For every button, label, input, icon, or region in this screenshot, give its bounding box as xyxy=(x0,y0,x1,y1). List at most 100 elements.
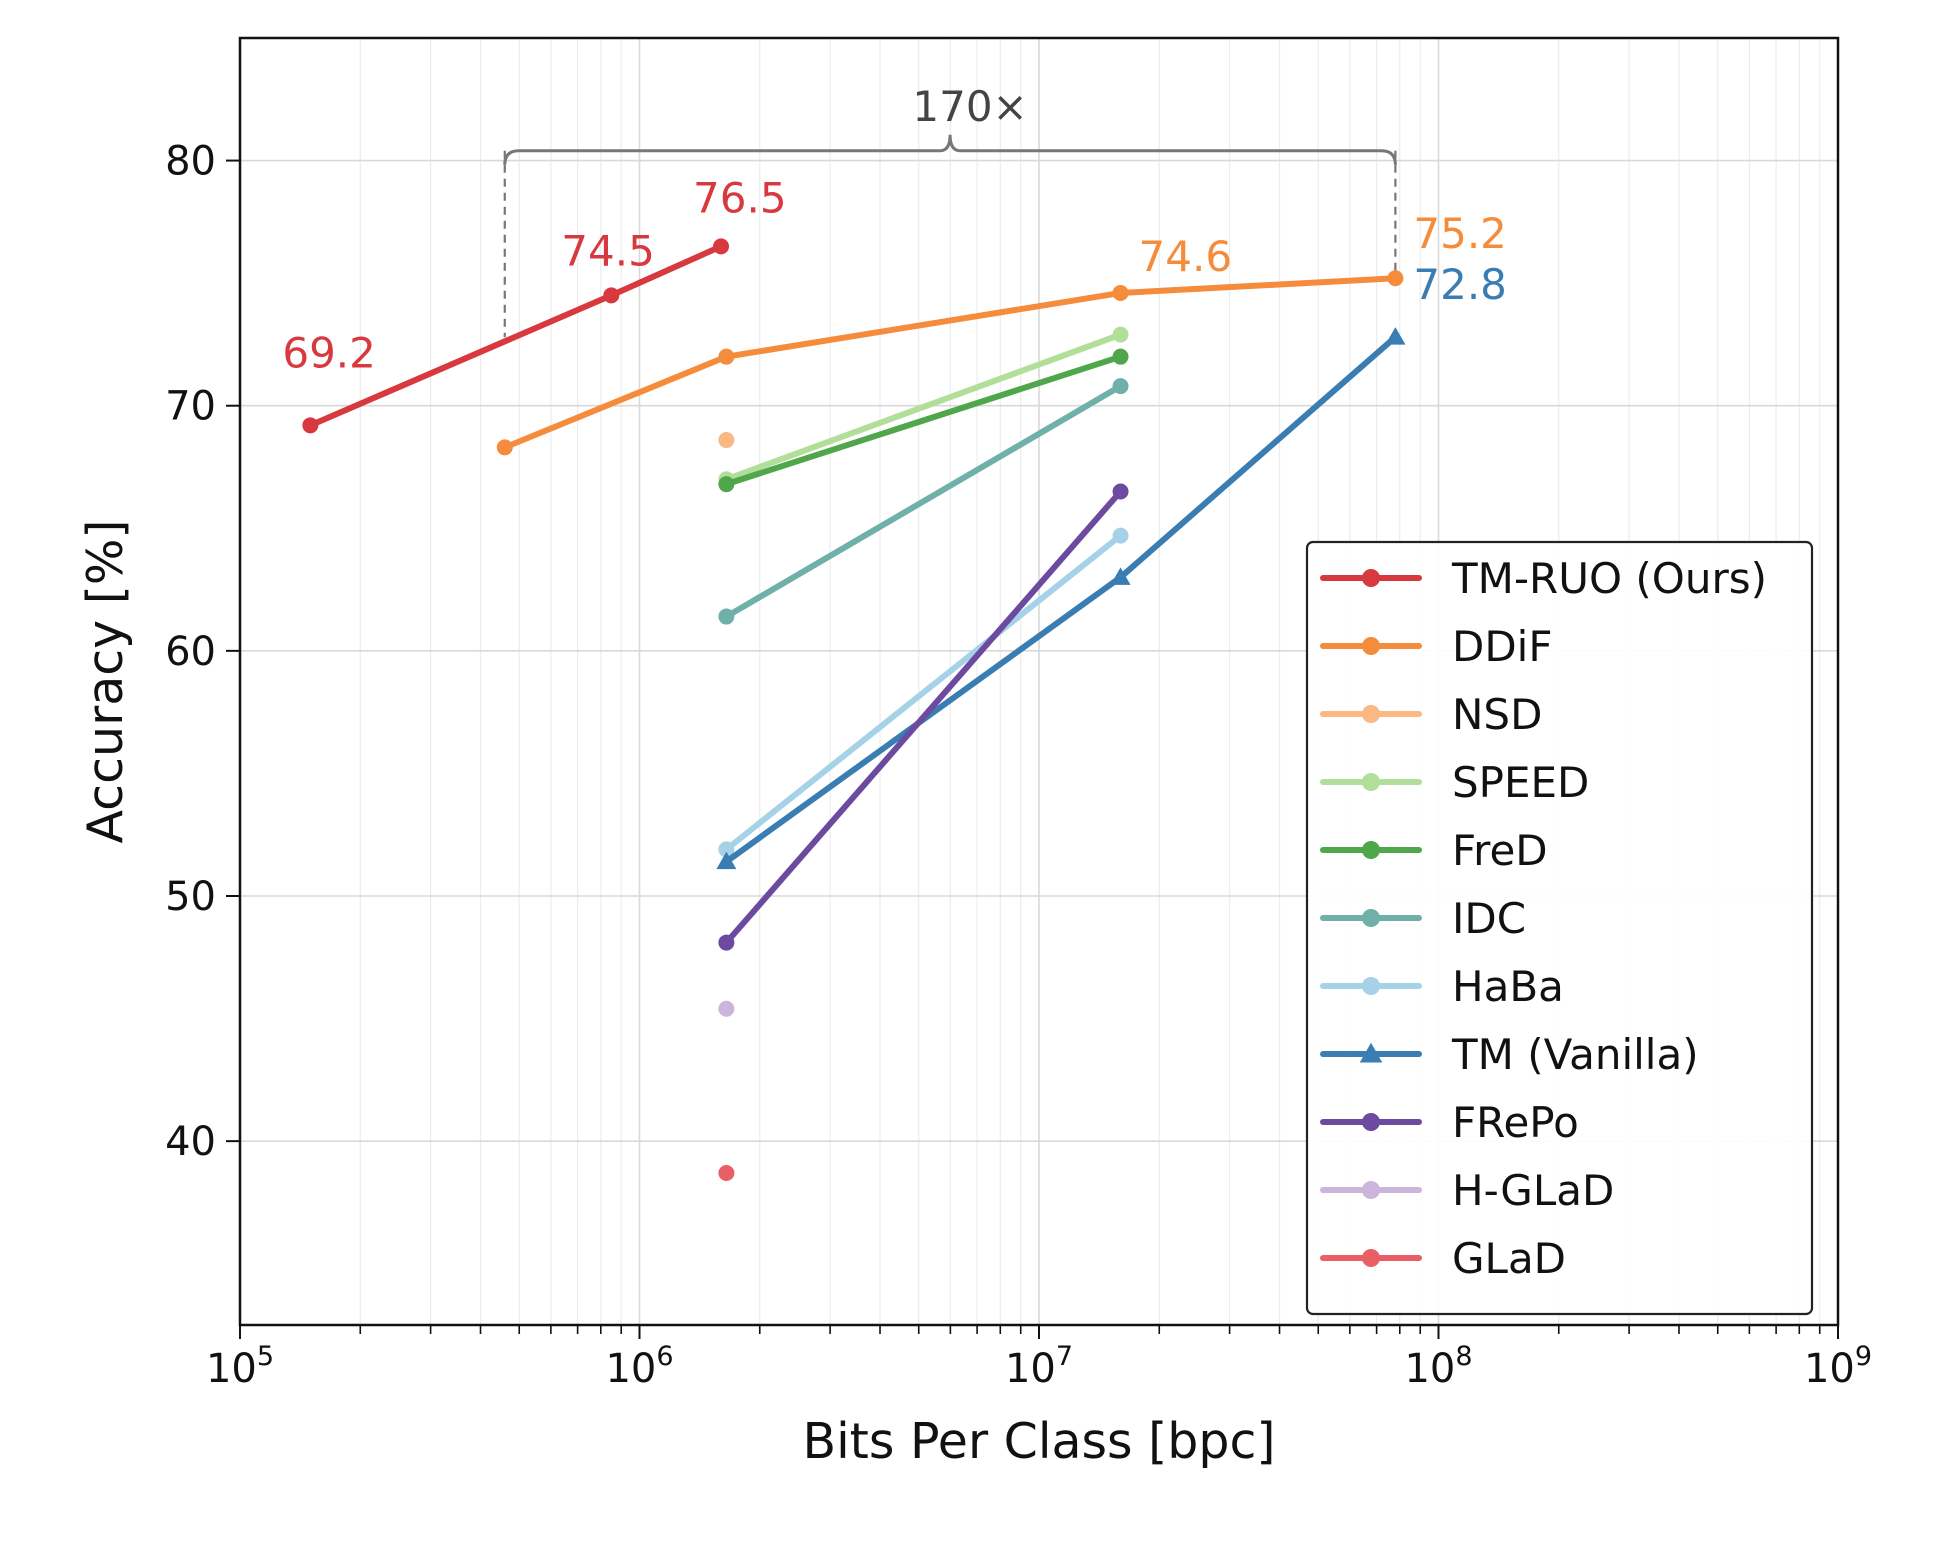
legend-item: DDiF xyxy=(1320,622,1553,671)
legend-item: TM (Vanilla) xyxy=(1320,1030,1699,1079)
y-tick-label: 40 xyxy=(165,1119,216,1165)
legend-swatch-marker xyxy=(1362,637,1380,655)
y-axis: 40 50 60 70 80 xyxy=(165,139,240,1165)
legend-box xyxy=(1305,540,1814,1316)
series-line xyxy=(723,331,1124,483)
series-haba xyxy=(718,527,1129,858)
ratio-bracket: 170× xyxy=(503,82,1397,338)
legend-label: FreD xyxy=(1452,826,1548,875)
series-ddif xyxy=(496,270,1404,456)
x-tick-label: 108 xyxy=(1404,1341,1472,1392)
data-point xyxy=(718,348,735,365)
legend-item: NSD xyxy=(1320,690,1542,739)
data-point xyxy=(1112,378,1129,395)
series-line xyxy=(723,383,1124,620)
data-point xyxy=(1112,284,1129,301)
series-layer xyxy=(302,238,1406,1182)
legend-swatch-marker xyxy=(1362,705,1380,723)
legend-item: GLaD xyxy=(1320,1234,1566,1283)
x-tick-label: 109 xyxy=(1804,1341,1872,1392)
value-annotation: 74.5 xyxy=(561,226,655,275)
legend-item: HaBa xyxy=(1320,962,1564,1011)
x-tick-label: 105 xyxy=(206,1341,274,1392)
legend-label: DDiF xyxy=(1452,622,1553,671)
data-point xyxy=(1387,270,1404,287)
value-annotation: 74.6 xyxy=(1139,232,1233,281)
x-tick-label: 106 xyxy=(605,1341,673,1392)
legend-item: FreD xyxy=(1320,826,1548,875)
series-tm-ruo-ours xyxy=(302,238,730,434)
data-point xyxy=(1112,348,1129,365)
data-point xyxy=(1112,527,1129,544)
data-point xyxy=(603,287,620,304)
y-axis-label: Accuracy [%] xyxy=(77,519,134,843)
series-line xyxy=(723,353,1124,488)
series-line xyxy=(723,334,1399,865)
legend-label: GLaD xyxy=(1452,1234,1566,1283)
legend-swatch-marker xyxy=(1362,977,1380,995)
data-point xyxy=(1110,567,1131,585)
data-point xyxy=(718,432,735,449)
legend-item: TM-RUO (Ours) xyxy=(1320,554,1767,603)
series-frepo xyxy=(718,483,1129,951)
value-annotation: 72.8 xyxy=(1413,260,1507,309)
data-point xyxy=(718,1165,735,1182)
legend-item: FRePo xyxy=(1320,1098,1579,1147)
series-glad xyxy=(718,1165,735,1182)
data-point xyxy=(718,608,735,625)
legend-item: H-GLaD xyxy=(1320,1166,1614,1215)
series-line xyxy=(723,532,1124,853)
legend-swatch-marker xyxy=(1362,1181,1380,1199)
value-annotations: 69.2 74.5 76.5 74.6 75.272.8 xyxy=(282,173,1507,377)
value-annotation: 75.2 xyxy=(1413,209,1507,258)
x-axis-label: Bits Per Class [bpc] xyxy=(802,1413,1275,1470)
x-axis: 105 106 107 108 109 xyxy=(206,1325,1872,1392)
x-tick-label: 107 xyxy=(1005,1341,1073,1392)
data-point xyxy=(716,851,737,870)
series-nsd xyxy=(718,432,735,449)
legend-label: TM (Vanilla) xyxy=(1451,1030,1699,1079)
series-idc xyxy=(718,378,1129,625)
data-point xyxy=(718,934,735,951)
series-line xyxy=(501,275,1399,451)
y-tick-label: 60 xyxy=(165,629,216,675)
legend-label: H-GLaD xyxy=(1452,1166,1614,1215)
value-annotation: 76.5 xyxy=(693,173,787,222)
series-tm-vanilla xyxy=(716,327,1406,870)
legend-label: TM-RUO (Ours) xyxy=(1451,554,1767,603)
legend-swatch-marker xyxy=(1362,1249,1380,1267)
legend-label: NSD xyxy=(1452,690,1542,739)
bracket-label: 170× xyxy=(912,82,1027,131)
legend-swatch-marker xyxy=(1362,569,1380,587)
legend-swatch-marker xyxy=(1359,1042,1383,1063)
data-point xyxy=(1112,326,1129,343)
legend-item: IDC xyxy=(1320,894,1526,943)
legend-swatch-marker xyxy=(1362,841,1380,859)
legend-swatch-marker xyxy=(1362,1113,1380,1131)
y-tick-label: 70 xyxy=(165,384,216,430)
bracket-brace xyxy=(503,134,1397,165)
series-fred xyxy=(718,348,1129,493)
series-line xyxy=(723,488,1124,946)
y-tick-label: 50 xyxy=(165,874,216,920)
data-point xyxy=(718,476,735,493)
data-point xyxy=(1112,483,1129,500)
value-annotation: 69.2 xyxy=(282,328,376,377)
legend: TM-RUO (Ours) DDiF NSD SPEED FreD IDC HaBa TM (… xyxy=(1305,540,1814,1316)
data-point xyxy=(718,1000,735,1017)
legend-swatch-marker xyxy=(1362,909,1380,927)
series-h-glad xyxy=(718,1000,735,1017)
data-point xyxy=(713,238,730,255)
legend-label: IDC xyxy=(1452,894,1526,943)
legend-label: FRePo xyxy=(1452,1098,1579,1147)
legend-swatch-marker xyxy=(1362,773,1380,791)
legend-label: HaBa xyxy=(1452,962,1564,1011)
legend-item: SPEED xyxy=(1320,758,1589,807)
data-point xyxy=(496,439,513,456)
y-tick-label: 80 xyxy=(165,139,216,185)
data-point xyxy=(718,841,735,858)
data-point xyxy=(1385,327,1406,345)
legend-label: SPEED xyxy=(1452,758,1589,807)
data-point xyxy=(302,417,319,434)
